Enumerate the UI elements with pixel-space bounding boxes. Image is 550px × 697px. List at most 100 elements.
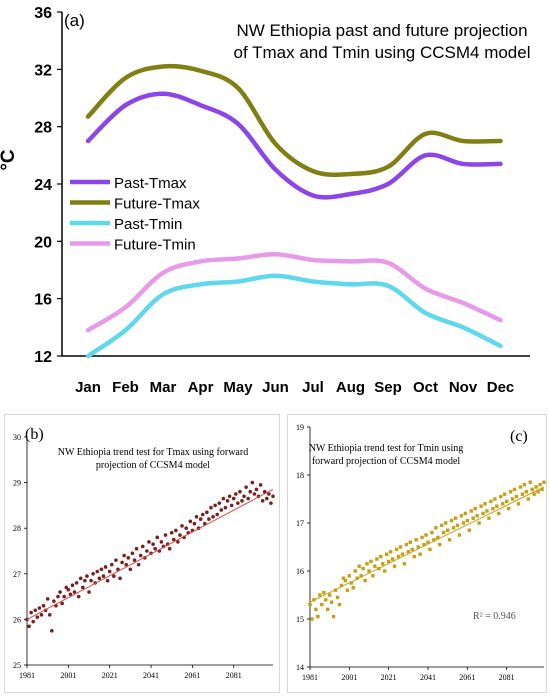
data-point: [375, 557, 379, 561]
data-point: [479, 504, 483, 508]
data-point: [455, 523, 460, 528]
x-tick-label: 2061: [184, 671, 200, 680]
data-point: [269, 501, 273, 505]
data-point: [449, 518, 454, 523]
data-point: [324, 598, 328, 602]
data-point: [140, 544, 145, 549]
data-point: [171, 537, 176, 542]
data-point: [534, 485, 538, 489]
legend-box: [66, 171, 206, 255]
panel-label-a: (a): [64, 11, 85, 30]
data-point: [337, 602, 342, 607]
data-point: [31, 619, 36, 624]
series-line-future-tmin: [85, 251, 503, 333]
data-point: [231, 496, 236, 501]
data-point: [207, 517, 211, 521]
data-point: [440, 523, 444, 528]
data-point: [501, 502, 505, 506]
x-tick-label-jan: Jan: [75, 379, 101, 396]
data-point: [514, 494, 519, 499]
data-point: [85, 574, 89, 578]
data-point: [430, 530, 434, 535]
data-point: [76, 594, 81, 599]
data-point: [29, 610, 33, 615]
data-point: [87, 590, 91, 594]
y-tick-label: 17: [296, 519, 304, 528]
data-point: [240, 499, 244, 503]
data-point: [47, 613, 52, 617]
y-tick-label: 15: [296, 615, 304, 624]
data-point: [205, 510, 209, 515]
x-tick-label: 2081: [226, 671, 242, 680]
data-point: [420, 535, 424, 540]
data-point: [485, 509, 489, 513]
y-tick-label: 32: [34, 62, 52, 79]
data-point: [461, 521, 466, 525]
data-point: [192, 521, 197, 526]
data-point: [363, 578, 367, 583]
legend-label-past-tmax: Past-Tmax: [114, 175, 187, 192]
data-point: [538, 482, 542, 487]
data-point: [221, 496, 226, 501]
data-point: [107, 569, 112, 574]
data-point: [176, 540, 180, 544]
data-point: [396, 554, 401, 559]
data-point: [414, 538, 418, 542]
data-point: [451, 526, 456, 530]
data-point: [432, 538, 436, 542]
x-tick-label-apr: Apr: [188, 379, 214, 396]
data-point: [536, 490, 540, 494]
y-tick-label: 14: [296, 663, 304, 672]
data-point: [213, 503, 217, 508]
data-point: [242, 494, 246, 499]
data-point: [400, 552, 405, 556]
series-line-past-tmin: [85, 273, 503, 359]
data-point: [325, 607, 330, 612]
y-tick-label: 24: [34, 177, 52, 194]
data-point: [426, 540, 430, 544]
data-point: [252, 492, 257, 496]
data-point: [504, 499, 509, 504]
data-point: [167, 546, 172, 551]
data-point: [442, 530, 446, 535]
data-point: [540, 487, 544, 492]
data-point: [145, 549, 149, 553]
data-point: [124, 562, 129, 567]
data-point: [345, 588, 350, 592]
data-point: [95, 569, 100, 574]
data-point: [361, 566, 365, 571]
data-point: [457, 533, 462, 537]
data-point: [445, 528, 450, 532]
data-point: [526, 497, 530, 501]
series-line-past-tmax: [85, 91, 503, 200]
data-point: [151, 542, 155, 546]
data-point: [467, 528, 471, 532]
data-point: [499, 494, 503, 499]
data-point: [373, 564, 377, 568]
data-point: [66, 587, 71, 592]
data-point: [114, 558, 118, 562]
y-tick-label: 16: [296, 567, 304, 576]
data-point: [390, 557, 395, 561]
tmin-chart-title-line-1: NW Ethiopia trend test for Tmin using: [309, 443, 464, 454]
data-point: [223, 505, 228, 510]
data-point: [260, 499, 265, 503]
data-point: [169, 530, 174, 535]
y-tick-label: 28: [34, 120, 52, 137]
data-point: [339, 583, 344, 588]
data-point: [347, 574, 352, 578]
data-point: [128, 567, 133, 572]
data-point: [532, 492, 536, 496]
data-point: [487, 516, 491, 520]
x-tick-label-mar: Mar: [150, 379, 177, 396]
data-point: [267, 492, 271, 496]
data-point: [180, 524, 184, 528]
data-point: [91, 572, 95, 576]
x-tick-label: 2041: [143, 671, 159, 680]
x-tick-label: 2021: [381, 673, 397, 682]
x-tick-label: 2081: [499, 673, 515, 682]
data-point: [369, 559, 373, 564]
data-point: [436, 535, 440, 540]
data-point: [353, 569, 357, 573]
panel-label-b: (b): [25, 426, 44, 443]
